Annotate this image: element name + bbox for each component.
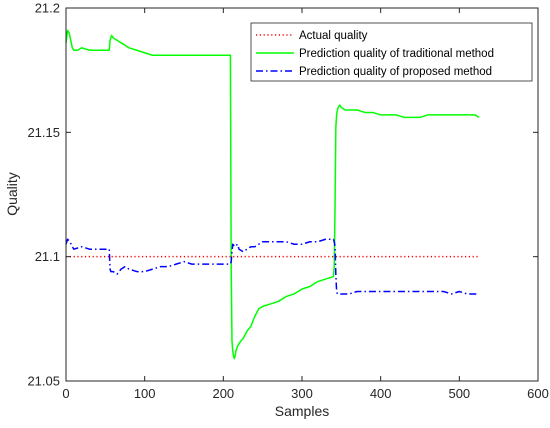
- x-axis-label: Samples: [275, 403, 329, 419]
- tick-layer: 0 100 200 300 400 500 600 21.05 21.1 21.15 21.2: [27, 1, 548, 402]
- y-axis-label: Quality: [4, 172, 20, 216]
- x-tick-label: 0: [62, 386, 69, 401]
- x-tick-label: 600: [527, 386, 549, 401]
- x-tick-label: 500: [448, 386, 470, 401]
- y-tick-label: 21.05: [27, 374, 60, 389]
- y-tick-label: 21.1: [35, 249, 60, 264]
- legend-label-2: Prediction quality of traditional method: [299, 48, 494, 60]
- legend: Actual quality Prediction quality of trad…: [250, 22, 533, 82]
- x-tick-label: 100: [134, 386, 156, 401]
- x-tick-label: 400: [370, 386, 392, 401]
- legend-label-1: Actual quality: [299, 30, 368, 42]
- y-tick-label: 21.15: [27, 125, 60, 140]
- x-tick-label: 200: [212, 386, 234, 401]
- y-tick-label: 21.2: [35, 1, 60, 16]
- legend-label-3: Prediction quality of proposed method: [299, 66, 492, 78]
- x-tick-label: 300: [291, 386, 313, 401]
- legend-box: [250, 22, 533, 82]
- series-layer: [65, 29, 480, 360]
- series-line-2: [65, 29, 480, 360]
